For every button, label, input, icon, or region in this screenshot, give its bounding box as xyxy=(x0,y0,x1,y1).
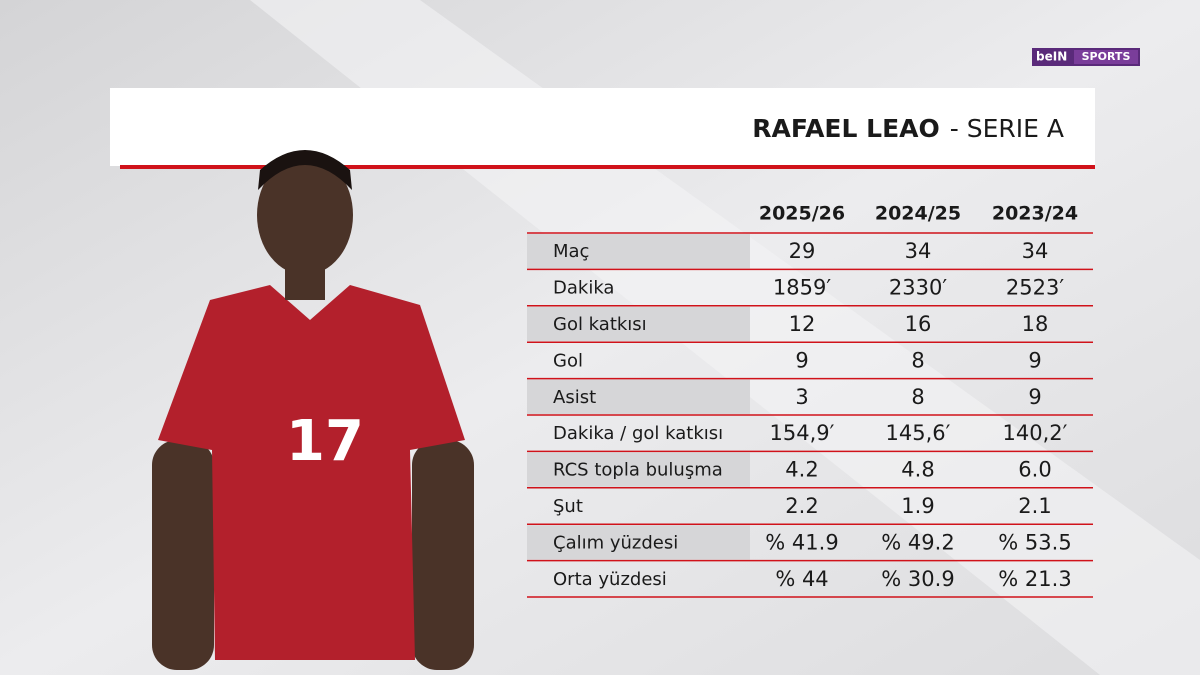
column-header: 2023/24 xyxy=(992,203,1078,225)
cell-value: 9 xyxy=(795,348,808,372)
label-shade xyxy=(527,379,750,414)
cell-value: 4.2 xyxy=(785,458,818,482)
row-label: Dakika / gol katkısı xyxy=(553,423,723,444)
label-shade xyxy=(527,306,750,342)
subtitle: - SERIE A xyxy=(950,114,1064,143)
cell-value: % 49.2 xyxy=(881,530,954,554)
stats-table: 2025/26 2024/25 2023/24 Maç 29 34 34 Dakika 1859… xyxy=(527,203,1093,598)
cell-value: 2330′ xyxy=(889,276,947,300)
cell-value: % 41.9 xyxy=(765,530,838,554)
title: RAFAEL LEAO xyxy=(752,114,939,143)
cell-value: 154,9′ xyxy=(770,421,835,445)
row-label: Asist xyxy=(553,387,596,408)
label-shade xyxy=(527,234,750,269)
cell-value: 1.9 xyxy=(901,494,934,518)
cell-value: % 30.9 xyxy=(881,567,954,591)
jersey-number: 17 xyxy=(286,409,364,474)
cell-value: 4.8 xyxy=(901,458,934,482)
cell-value: 34 xyxy=(1022,239,1049,263)
player-photo: 17 xyxy=(152,150,474,670)
cell-value: 1859′ xyxy=(773,276,831,300)
cell-value: 8 xyxy=(911,385,924,409)
cell-value: % 21.3 xyxy=(998,567,1071,591)
header-text: RAFAEL LEAO - SERIE A xyxy=(752,114,1064,143)
label-shade xyxy=(527,525,750,560)
cell-value: % 44 xyxy=(775,567,828,591)
cell-value: 18 xyxy=(1022,312,1049,336)
row-label: Maç xyxy=(553,241,589,262)
header-bar xyxy=(110,88,1095,166)
header-line xyxy=(120,165,1095,169)
cell-value: 29 xyxy=(789,239,816,263)
row-label: Orta yüzdesi xyxy=(553,569,667,590)
cell-value: 2.2 xyxy=(785,494,818,518)
cell-value: 6.0 xyxy=(1018,458,1051,482)
cell-value: 2.1 xyxy=(1018,494,1051,518)
cell-value: 9 xyxy=(1028,348,1041,372)
row-label: RCS topla buluşma xyxy=(553,460,723,481)
row-label: Gol katkısı xyxy=(553,314,647,335)
row-label: Dakika xyxy=(553,278,614,299)
cell-value: 2523′ xyxy=(1006,276,1064,300)
cell-value: 12 xyxy=(789,312,816,336)
cell-value: 3 xyxy=(795,385,808,409)
cell-value: 16 xyxy=(905,312,932,336)
column-header: 2025/26 xyxy=(759,203,845,225)
logo-brand: beIN xyxy=(1036,50,1067,64)
row-label: Çalım yüzdesi xyxy=(553,532,678,553)
column-header: 2024/25 xyxy=(875,203,961,225)
cell-value: 140,2′ xyxy=(1003,421,1068,445)
logo-sub-box xyxy=(1074,50,1138,64)
cell-value: % 53.5 xyxy=(998,530,1071,554)
row-label: Gol xyxy=(553,350,583,371)
cell-value: 9 xyxy=(1028,385,1041,409)
label-shade xyxy=(527,452,750,487)
logo-product: SPORTS xyxy=(1082,50,1131,63)
cell-value: 145,6′ xyxy=(886,421,951,445)
cell-value: 34 xyxy=(905,239,932,263)
cell-value: 8 xyxy=(911,348,924,372)
row-label: Şut xyxy=(553,496,583,517)
